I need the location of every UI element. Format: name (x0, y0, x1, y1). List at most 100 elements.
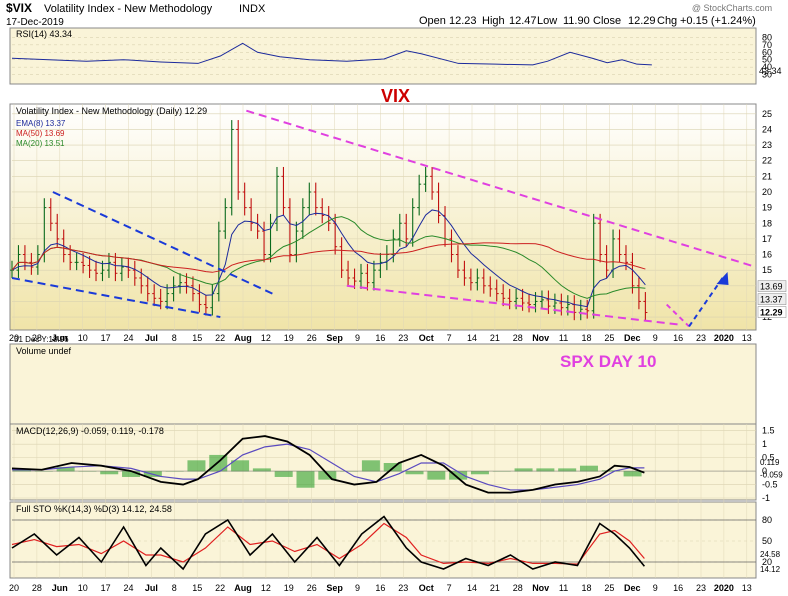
ohlc-chg: +0.15 (+1.24%) (680, 15, 756, 27)
macd-histogram-bar (558, 468, 577, 472)
sto-y-tick-label: 50 (762, 536, 772, 546)
x-tick-label: 21 (490, 333, 500, 343)
x-tick-label: 16 (375, 333, 385, 343)
price-y-tick-label: 23 (762, 140, 772, 150)
rsi-panel (9, 27, 757, 85)
sto-label: Full STO %K(14,3) %D(3) 14.12, 24.58 (16, 504, 172, 514)
symbol: $VIX (6, 1, 32, 15)
macd-signal-line (12, 443, 645, 491)
rsi-line (11, 42, 652, 66)
x-tick-label: 24 (123, 333, 133, 343)
macd-histogram-bar (514, 468, 533, 472)
price-panel (9, 103, 757, 331)
price-y-tick-label: 20 (762, 187, 772, 197)
x-tick-label: Oct (419, 333, 434, 343)
macd-line (11, 435, 645, 494)
macd-histogram-bar (536, 468, 555, 472)
macd-y-tick-label: -1 (762, 493, 770, 503)
price-y-tick-label: 22 (762, 156, 772, 166)
x-tick-label: 13 (742, 333, 752, 343)
x-tick-label: Jun (52, 583, 68, 593)
watermark: @ StockCharts.com (692, 3, 772, 13)
header-date: 17-Dec-2019 (6, 17, 64, 28)
x-tick-label: 8 (172, 333, 177, 343)
vix-annotation: VIX (381, 86, 410, 106)
x-tick-label: Dec (624, 583, 641, 593)
price-value-tag (757, 280, 787, 292)
macd-histogram-bar (361, 460, 380, 472)
x-tick-label: 2020 (714, 583, 734, 593)
x-tick-label: 25 (604, 583, 614, 593)
x-tick-label: 22 (215, 583, 225, 593)
x-tick-label: 14 (467, 333, 477, 343)
x-tick-label: 28 (513, 333, 523, 343)
x-tick-label: 28 (513, 583, 523, 593)
rsi-y-tick-label: 80 (762, 32, 772, 42)
rsi-label: RSI(14) 43.34 (16, 29, 72, 39)
price-value-tag-text: 13.69 (760, 282, 783, 292)
volume-panel (9, 343, 757, 425)
x-tick-label: 21 (490, 583, 500, 593)
x-tick-label: 20 (9, 333, 19, 343)
macd-histogram-bar (296, 471, 315, 488)
macd-histogram-bar (13, 469, 31, 472)
x-tick-label: 11 (559, 333, 568, 343)
x-tick-label: 23 (398, 333, 408, 343)
x-tick-label: 18 (581, 333, 591, 343)
x-tick-label: 7 (447, 333, 452, 343)
ohlc-high-label: High (482, 15, 505, 27)
x-tick-label: 10 (78, 333, 88, 343)
x-tick-label: 18 (581, 583, 591, 593)
x-tick-label: 23 (696, 333, 706, 343)
blue-channel-upper (52, 191, 273, 295)
macd-value-tag: 0.119 (760, 458, 780, 467)
panel-date-label: 31 Dec Y:18.96 (14, 335, 69, 344)
sto-value-tag: 14.12 (760, 565, 781, 574)
stochastic-panel (9, 501, 757, 579)
macd-histogram-bar (470, 471, 489, 475)
macd-y-tick-label: 1.5 (762, 426, 775, 436)
legend-ema: EMA(8) 13.37 (16, 119, 66, 128)
x-tick-label: 28 (32, 333, 42, 343)
x-tick-label: 17 (101, 583, 111, 593)
macd-label: MACD(12,26,9) -0.059, 0.119, -0.178 (16, 426, 164, 436)
x-tick-label: 23 (398, 583, 408, 593)
x-tick-label: 9 (355, 583, 360, 593)
macd-histogram-bar (623, 471, 642, 477)
blue-arrow-head (716, 271, 729, 285)
exchange: INDX (239, 3, 266, 15)
spx-annotation: SPX DAY 10 (560, 352, 656, 371)
x-tick-label: 17 (101, 333, 111, 343)
rsi-y-tick-label: 40 (762, 62, 772, 72)
ohlc-close: 12.29 (628, 15, 656, 27)
x-tick-label: Jun (52, 333, 68, 343)
x-tick-label: 9 (355, 333, 360, 343)
price-y-tick-label: 18 (762, 218, 772, 228)
ohlc-low-label: Low (537, 15, 557, 27)
macd-histogram-bar (56, 467, 75, 472)
x-tick-label: Dec (624, 333, 641, 343)
macd-value-tag: -0.059 (760, 471, 783, 480)
price-value-tag (757, 306, 787, 318)
macd-histogram-bar (427, 471, 446, 480)
x-tick-label: Aug (234, 333, 252, 343)
price-y-tick-label: 19 (762, 203, 772, 213)
macd-histogram-bar (405, 471, 424, 475)
price-y-tick-label: 24 (762, 124, 772, 134)
macd-y-tick-label: 0.5 (762, 453, 775, 463)
x-tick-label: 22 (215, 333, 225, 343)
macd-histogram-bar (231, 460, 250, 472)
x-tick-label: Sep (326, 583, 343, 593)
sto-value-tag: 24.58 (760, 550, 781, 559)
x-tick-label: 23 (696, 583, 706, 593)
x-tick-label: 9 (653, 333, 658, 343)
lower-wedge-line (346, 284, 682, 326)
ohlc-high: 12.47 (509, 15, 537, 27)
x-tick-label: 28 (32, 583, 42, 593)
x-tick-label: 10 (78, 583, 88, 593)
macd-y-tick-label: 1 (762, 439, 767, 449)
ohlc-open: 12.23 (449, 15, 477, 27)
macd-histogram-bar (100, 471, 119, 475)
price-label: Volatility Index - New Methodology (Dail… (16, 106, 207, 116)
blue-up-arrow (688, 277, 724, 328)
